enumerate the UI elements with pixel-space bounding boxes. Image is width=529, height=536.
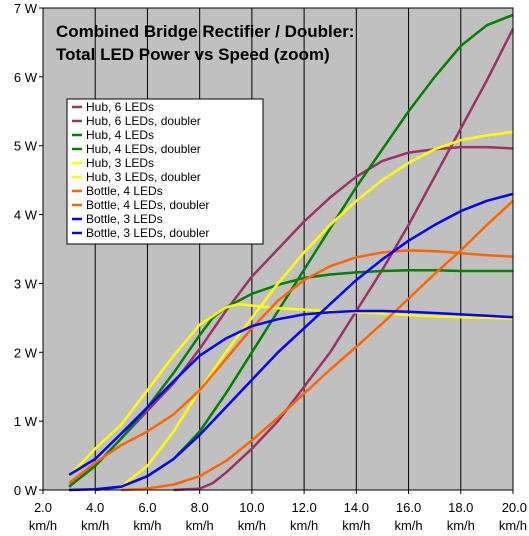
legend-label-7: Bottle, 4 LEDs, doubler: [86, 198, 209, 212]
legend-label-9: Bottle, 3 LEDs, doubler: [86, 226, 209, 240]
plot-border: [42, 7, 514, 491]
x-tick-label-4: 10.0: [239, 500, 264, 515]
series-line-1: [173, 28, 515, 492]
x-tick-unit-3: km/h: [186, 518, 214, 533]
x-tick-unit-6: km/h: [342, 518, 370, 533]
x-tick-label-6: 14.0: [344, 500, 369, 515]
y-tick-label-2: 2 W: [14, 345, 38, 360]
series-line-4: [68, 302, 514, 478]
x-axis: 2.0 km/h 4.0 km/h 6.0 km/h 8.0 km/h 10.0 km/h 12.0…: [29, 490, 527, 533]
y-tick-label-1: 1 W: [14, 414, 38, 429]
series-lines: [68, 13, 515, 492]
legend-label-4: Hub, 3 LEDs: [86, 156, 154, 170]
series-line-5: [120, 130, 514, 488]
y-tick-label-4: 4 W: [14, 208, 38, 223]
y-tick-label-3: 3 W: [14, 276, 38, 291]
x-tick-unit-7: km/h: [394, 518, 422, 533]
legend-label-1: Hub, 6 LEDs, doubler: [86, 114, 201, 128]
x-tick-label-9: 20.0: [502, 500, 527, 515]
chart-title-line-2: Total LED Power vs Speed (zoom): [56, 45, 330, 64]
x-tick-label-8: 18.0: [448, 500, 473, 515]
y-tick-label-0: 0 W: [14, 483, 38, 498]
y-axis: 0 W 1 W 2 W 3 W 4 W 5 W 6 W 7 W: [14, 1, 43, 498]
series-line-7: [121, 199, 514, 492]
x-tick-label-1: 4.0: [86, 500, 104, 515]
legend-label-5: Hub, 3 LEDs, doubler: [86, 170, 201, 184]
legend-label-8: Bottle, 3 LEDs: [86, 212, 163, 226]
x-tick-unit-1: km/h: [81, 518, 109, 533]
x-tick-unit-9: km/h: [499, 518, 527, 533]
y-tick-label-5: 5 W: [14, 139, 38, 154]
x-tick-label-3: 8.0: [191, 500, 209, 515]
x-tick-label-7: 16.0: [396, 500, 421, 515]
legend-label-6: Bottle, 4 LEDs: [86, 184, 163, 198]
y-tick-label-6: 6 W: [14, 70, 38, 85]
y-tick-label-7: 7 W: [14, 1, 38, 16]
legend-label-3: Hub, 4 LEDs, doubler: [86, 142, 201, 156]
legend-box: [66, 98, 264, 245]
x-tick-unit-8: km/h: [447, 518, 475, 533]
x-tick-unit-2: km/h: [133, 518, 161, 533]
chart-title-line-1: Combined Bridge Rectifier / Doubler:: [56, 22, 354, 41]
x-tick-label-0: 2.0: [34, 500, 52, 515]
series-line-6: [68, 249, 514, 485]
x-tick-unit-0: km/h: [29, 518, 57, 533]
x-tick-label-5: 12.0: [291, 500, 316, 515]
series-line-8: [68, 309, 514, 476]
legend-label-0: Hub, 6 LEDs: [86, 100, 154, 114]
x-tick-unit-5: km/h: [290, 518, 318, 533]
legend-label-2: Hub, 4 LEDs: [86, 128, 154, 142]
x-tick-label-2: 6.0: [138, 500, 156, 515]
x-tick-unit-4: km/h: [238, 518, 266, 533]
series-line-9: [69, 192, 514, 492]
